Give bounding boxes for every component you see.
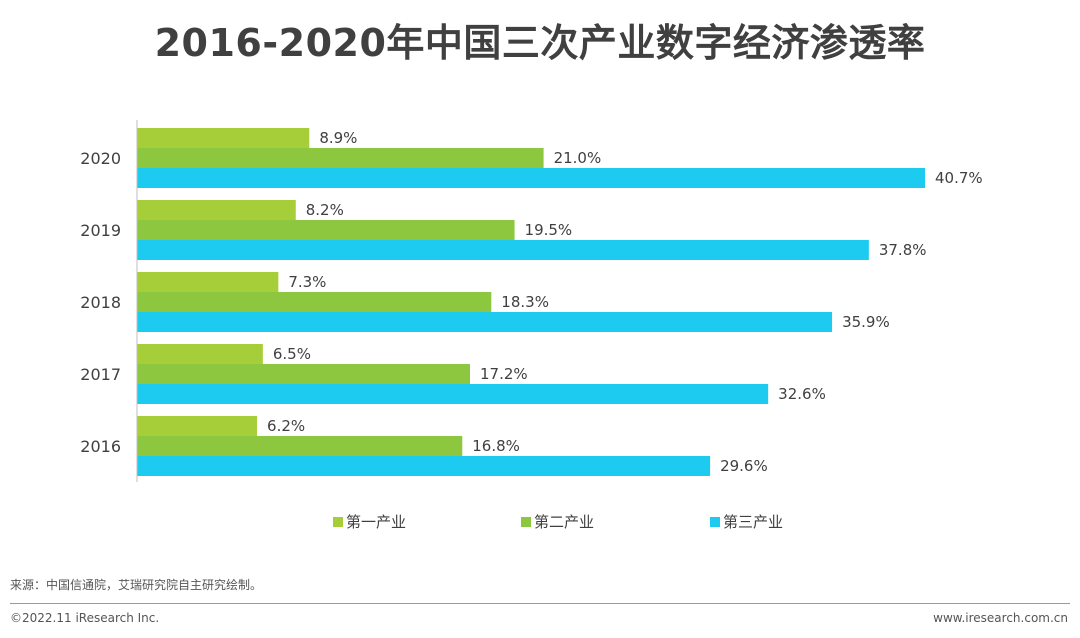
data-label-第三产业-2016: 29.6% — [720, 457, 768, 475]
data-label-第三产业-2020: 40.7% — [935, 169, 983, 187]
bar-第一产业-2016 — [137, 416, 258, 436]
bar-第三产业-2017 — [137, 384, 769, 404]
bar-第一产业-2018 — [137, 272, 279, 292]
y-tick-label-2016: 2016 — [80, 437, 121, 456]
y-tick-label-2018: 2018 — [80, 293, 121, 312]
data-label-第三产业-2017: 32.6% — [778, 385, 826, 403]
y-tick-label-2019: 2019 — [80, 221, 121, 240]
bar-第二产业-2019 — [137, 220, 515, 240]
bar-第三产业-2020 — [137, 168, 925, 188]
y-tick-group: 2020 2019 2018 2017 2016 — [80, 149, 121, 456]
bar-第二产业-2018 — [137, 292, 492, 312]
legend-label-第三产业: 第三产业 — [723, 513, 783, 531]
data-label-第二产业-2017: 17.2% — [480, 365, 528, 383]
data-label-第三产业-2018: 35.9% — [842, 313, 890, 331]
data-label-group: 8.9% 21.0% 40.7% 8.2% 19.5% 37.8% 7.3% 18.3% 35.… — [267, 129, 983, 475]
bar-第三产业-2016 — [137, 456, 711, 476]
data-label-第一产业-2017: 6.5% — [273, 345, 311, 363]
data-label-第一产业-2016: 6.2% — [267, 417, 305, 435]
chart-title: 2016-2020年中国三次产业数字经济渗透率 — [154, 21, 926, 65]
website-link[interactable]: www.iresearch.com.cn — [933, 611, 1068, 625]
data-label-第一产业-2019: 8.2% — [306, 201, 344, 219]
data-label-第二产业-2016: 16.8% — [472, 437, 520, 455]
data-label-第二产业-2018: 18.3% — [501, 293, 549, 311]
copyright-text: ©2022.11 iResearch Inc. — [10, 611, 160, 625]
bar-第三产业-2019 — [137, 240, 869, 260]
bar-第三产业-2018 — [137, 312, 833, 332]
legend-swatch-第二产业 — [521, 517, 531, 527]
y-tick-label-2020: 2020 — [80, 149, 121, 168]
data-label-第一产业-2020: 8.9% — [319, 129, 357, 147]
bar-group — [137, 128, 925, 476]
source-note: 来源：中国信通院，艾瑞研究院自主研究绘制。 — [10, 578, 263, 592]
bar-第一产业-2020 — [137, 128, 310, 148]
legend-label-第一产业: 第一产业 — [346, 513, 406, 531]
bar-第一产业-2019 — [137, 200, 296, 220]
footer-divider — [10, 603, 1070, 604]
chart-canvas: 8.9% 21.0% 40.7% 8.2% 19.5% 37.8% 7.3% 18.3% 35.… — [80, 120, 983, 531]
data-label-第三产业-2019: 37.8% — [879, 241, 927, 259]
bar-第二产业-2016 — [137, 436, 463, 456]
data-label-第二产业-2020: 21.0% — [554, 149, 602, 167]
bar-第一产业-2017 — [137, 344, 263, 364]
legend-label-第二产业: 第二产业 — [534, 513, 594, 531]
y-tick-label-2017: 2017 — [80, 365, 121, 384]
legend-swatch-第三产业 — [710, 517, 720, 527]
data-label-第一产业-2018: 7.3% — [288, 273, 326, 291]
bar-第二产业-2020 — [137, 148, 544, 168]
data-label-第二产业-2019: 19.5% — [525, 221, 573, 239]
legend: 第一产业 第二产业 第三产业 — [333, 513, 783, 531]
bar-第二产业-2017 — [137, 364, 471, 384]
legend-swatch-第一产业 — [333, 517, 343, 527]
